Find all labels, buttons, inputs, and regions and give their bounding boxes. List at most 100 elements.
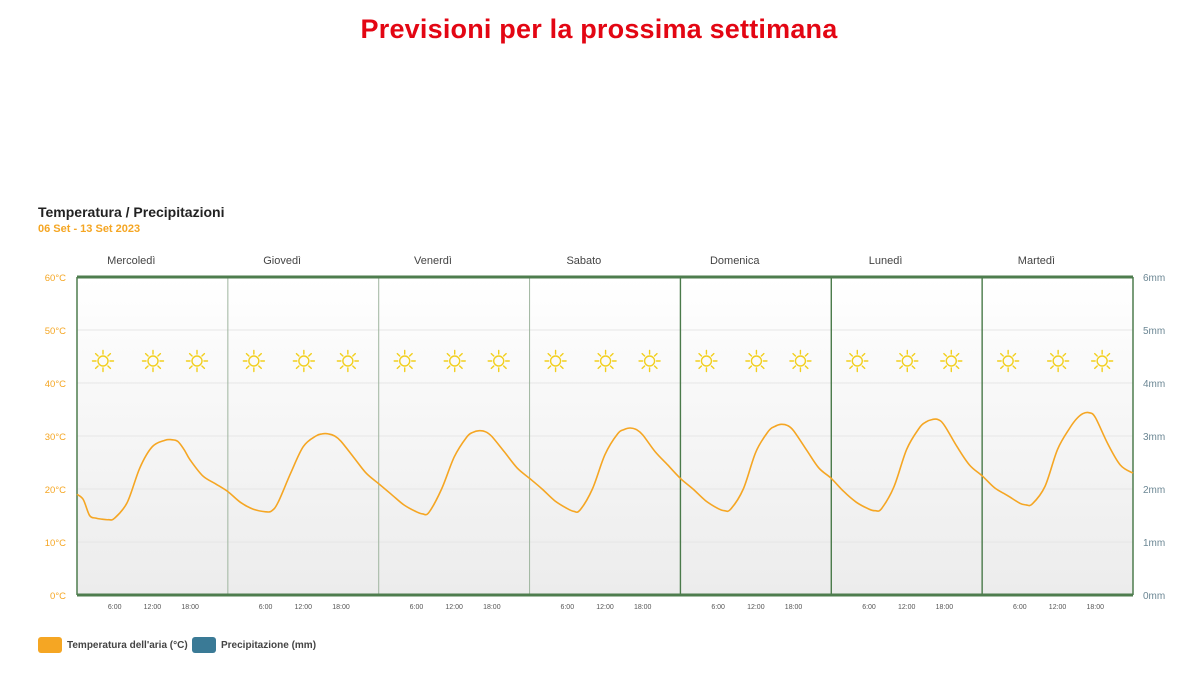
x-tick-label: 18:00 <box>1087 604 1105 611</box>
x-tick-label: 6:00 <box>259 604 273 611</box>
x-tick-label: 12:00 <box>596 604 614 611</box>
sun-ray <box>1106 365 1111 370</box>
sun-core <box>643 355 656 367</box>
x-tick-label: 12:00 <box>747 604 765 611</box>
y-left-tick-label: 0°C <box>50 591 66 602</box>
sun-ray <box>446 352 451 357</box>
sun-ray <box>597 352 602 357</box>
sun-ray <box>201 365 206 370</box>
sun-core <box>1096 355 1108 367</box>
x-tick-label: 12:00 <box>445 604 463 611</box>
sun-ray <box>748 352 753 357</box>
sun-core <box>298 355 310 367</box>
x-tick-label: 18:00 <box>332 604 350 611</box>
x-tick-label: 12:00 <box>295 604 313 611</box>
sun-ray <box>1062 352 1067 357</box>
sun-ray <box>559 352 564 357</box>
sun-ray <box>94 352 99 357</box>
sun-ray <box>446 365 451 370</box>
legend-temperature[interactable]: Temperatura dell'aria (°C) <box>38 636 188 654</box>
sun-ray <box>502 365 507 370</box>
sun-icon <box>1090 349 1114 373</box>
day-label: Venerdì <box>414 255 452 267</box>
day-label: Sabato <box>566 255 601 267</box>
sun-ray <box>144 352 149 357</box>
sun-icon <box>141 349 165 373</box>
sun-ray <box>1094 365 1098 370</box>
sun-icon <box>1046 349 1070 373</box>
sun-ray <box>1106 352 1111 357</box>
day-label: Domenica <box>710 255 760 267</box>
sun-ray <box>653 352 658 357</box>
sun-icon <box>996 349 1020 373</box>
sun-ray <box>760 352 765 357</box>
chart-title: Temperatura / Precipitazioni <box>38 204 225 220</box>
sun-ray <box>899 352 904 357</box>
x-tick-label: 18:00 <box>634 604 652 611</box>
sun-ray <box>258 352 262 357</box>
sun-ray <box>710 352 715 357</box>
day-label: Martedì <box>1018 255 1055 267</box>
legend-precipitation[interactable]: Precipitazione (mm) <box>192 636 316 654</box>
x-tick-label: 6:00 <box>410 604 424 611</box>
legend-temperature-swatch <box>38 637 62 653</box>
sun-ray <box>609 352 614 357</box>
sun-core <box>901 355 913 367</box>
day-label: Mercoledì <box>107 255 155 267</box>
sun-ray <box>748 365 753 370</box>
y-right-tick-label: 1mm <box>1143 538 1165 549</box>
day-label: Giovedì <box>263 255 301 267</box>
temperature-line <box>76 411 1134 521</box>
sun-ray <box>792 365 797 370</box>
sun-icon <box>487 349 510 373</box>
sun-ray <box>641 365 646 370</box>
sun-ray <box>157 352 162 357</box>
x-tick-label: 6:00 <box>1013 604 1027 611</box>
sun-icon <box>242 349 266 373</box>
sun-ray <box>258 365 262 370</box>
sun-ray <box>911 365 916 370</box>
sun-core <box>945 355 957 367</box>
sun-icon <box>336 349 360 373</box>
sun-ray <box>245 352 250 357</box>
y-left-tick-label: 50°C <box>45 326 66 337</box>
sun-ray <box>804 352 809 357</box>
x-tick-label: 18:00 <box>483 604 501 611</box>
sun-ray <box>490 365 495 370</box>
sun-ray <box>1062 365 1067 370</box>
sun-ray <box>760 365 765 370</box>
sun-ray <box>849 352 854 357</box>
sun-ray <box>1012 365 1017 370</box>
sun-core <box>1002 355 1014 367</box>
sun-core <box>750 355 763 367</box>
sun-ray <box>955 352 960 357</box>
sun-icon <box>594 349 617 373</box>
sun-ray <box>502 352 507 357</box>
sun-core <box>493 355 505 367</box>
sun-ray <box>107 352 112 357</box>
legend-precipitation-swatch <box>192 637 216 653</box>
sun-icon <box>846 349 869 373</box>
sun-ray <box>804 365 809 370</box>
sun-ray <box>849 365 854 370</box>
sun-icon <box>185 349 209 373</box>
x-tick-label: 12:00 <box>144 604 162 611</box>
sun-core <box>248 355 260 367</box>
sun-ray <box>547 365 552 370</box>
y-left-tick-label: 10°C <box>45 538 66 549</box>
x-tick-label: 6:00 <box>862 604 876 611</box>
y-left-tick-label: 60°C <box>45 273 66 284</box>
sun-ray <box>245 365 250 370</box>
sun-ray <box>458 352 463 357</box>
x-tick-label: 18:00 <box>181 604 199 611</box>
sun-ray <box>1012 352 1017 357</box>
y-right-tick-label: 2mm <box>1143 485 1165 496</box>
sun-ray <box>188 352 193 357</box>
sun-icon <box>443 349 466 373</box>
sun-core <box>794 355 807 367</box>
sun-ray <box>547 352 552 357</box>
sun-ray <box>339 365 344 370</box>
sun-icon <box>695 349 718 373</box>
sun-core <box>97 355 109 367</box>
